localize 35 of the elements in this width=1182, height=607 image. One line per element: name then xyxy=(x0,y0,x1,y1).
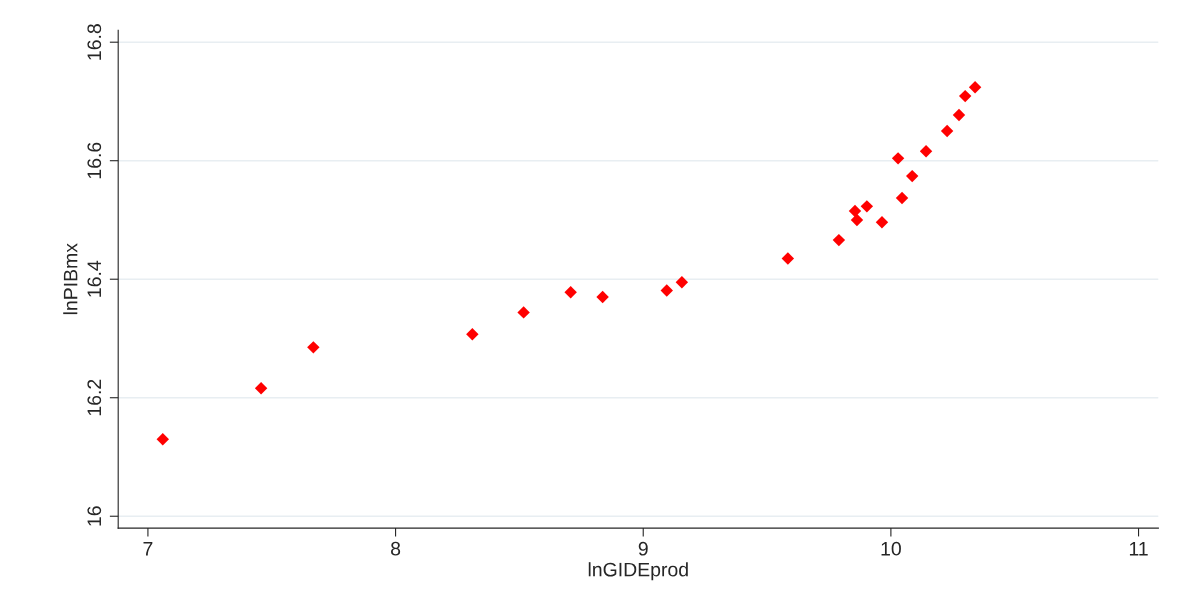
point xyxy=(968,81,982,94)
point xyxy=(675,275,689,289)
point xyxy=(891,152,905,165)
x-axis-title: lnGIDEprod xyxy=(588,562,688,581)
y-tick-label: 16.4 xyxy=(87,260,102,297)
point xyxy=(156,433,169,446)
x-tick-label: 10 xyxy=(881,541,901,556)
point xyxy=(832,233,846,247)
point xyxy=(875,216,889,229)
y-tick-label: 16.2 xyxy=(87,379,102,416)
point xyxy=(564,286,577,299)
point xyxy=(596,290,609,304)
point xyxy=(848,204,862,218)
x-tick-label: 9 xyxy=(638,541,648,556)
y-axis-title: lnPIBmx xyxy=(63,243,78,315)
point xyxy=(905,169,919,183)
x-tick-label: 7 xyxy=(143,542,153,556)
point xyxy=(958,89,972,103)
point xyxy=(940,124,954,138)
y-tick-label: 16 xyxy=(87,506,102,526)
point xyxy=(307,341,320,354)
point xyxy=(850,213,864,227)
point xyxy=(517,306,530,319)
y-tick-label: 16.8 xyxy=(87,24,102,60)
point xyxy=(660,284,673,297)
point xyxy=(466,328,479,341)
point xyxy=(952,108,966,122)
y-tick-label: 16.6 xyxy=(87,142,102,179)
point xyxy=(254,382,268,395)
point xyxy=(860,200,874,213)
point xyxy=(919,145,933,158)
x-tick-label: 11 xyxy=(1129,542,1148,556)
point xyxy=(781,252,795,265)
x-tick-label: 8 xyxy=(391,541,401,556)
point xyxy=(895,191,909,205)
